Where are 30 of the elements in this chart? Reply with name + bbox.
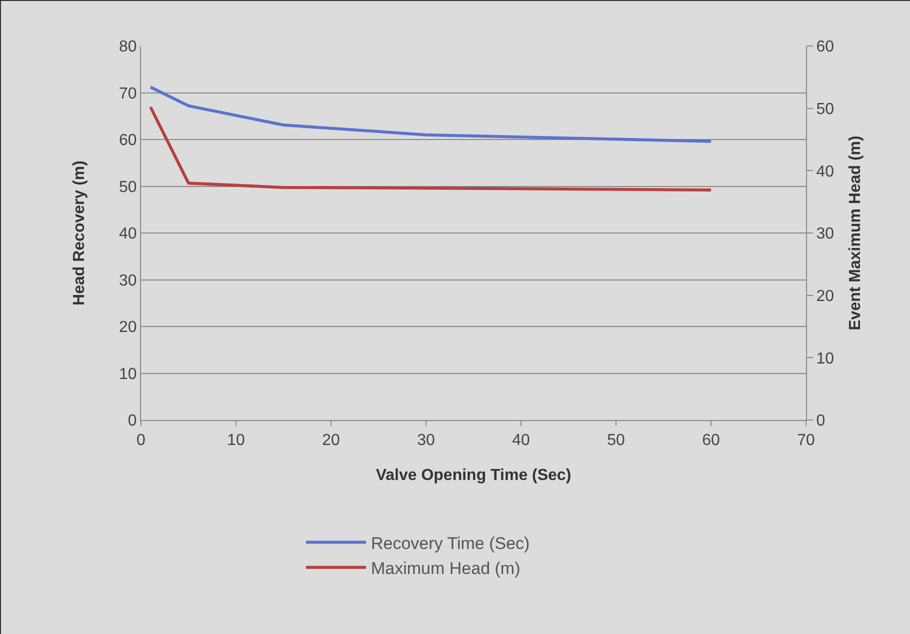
- y-tick-label: 0: [128, 412, 137, 430]
- y2-tick-label: 10: [816, 350, 834, 368]
- x-tick-label: 50: [607, 432, 625, 450]
- x-tick-label: 20: [322, 432, 340, 450]
- x-tick-label: 60: [702, 432, 720, 450]
- y-tick-label: 70: [119, 85, 137, 102]
- y-axis-title: Head Recovery (m): [70, 160, 88, 306]
- x-tick-label: 70: [797, 432, 815, 450]
- line-series: [149, 106, 712, 192]
- y-tick-label: 20: [119, 319, 137, 336]
- legend-label: Maximum Head (m): [371, 559, 520, 578]
- y-tick-label: 40: [119, 226, 137, 243]
- y2-tick-label: 60: [816, 38, 834, 56]
- legend-label: Recovery Time (Sec): [371, 534, 530, 553]
- y2-tick-label: 50: [816, 100, 834, 118]
- line-series: [149, 86, 712, 143]
- y-tick-label: 10: [119, 366, 137, 383]
- y-tick-label: 60: [119, 132, 137, 150]
- x-tick-label: 10: [227, 432, 245, 450]
- x-tick-label: 30: [417, 432, 435, 450]
- y2-tick-label: 30: [816, 226, 834, 243]
- y-tick-label: 80: [119, 38, 137, 56]
- y2-tick-label: 20: [816, 288, 834, 305]
- y-tick-label: 50: [119, 178, 137, 196]
- x-axis-title: Valve Opening Time (Sec): [376, 466, 572, 484]
- x-tick-label: 40: [512, 432, 530, 450]
- y2-tick-label: 0: [816, 412, 826, 430]
- y-tick-label: 30: [119, 272, 137, 290]
- y2-tick-label: 40: [816, 163, 834, 180]
- y2-axis-title: Event Maximum Head (m): [846, 136, 864, 330]
